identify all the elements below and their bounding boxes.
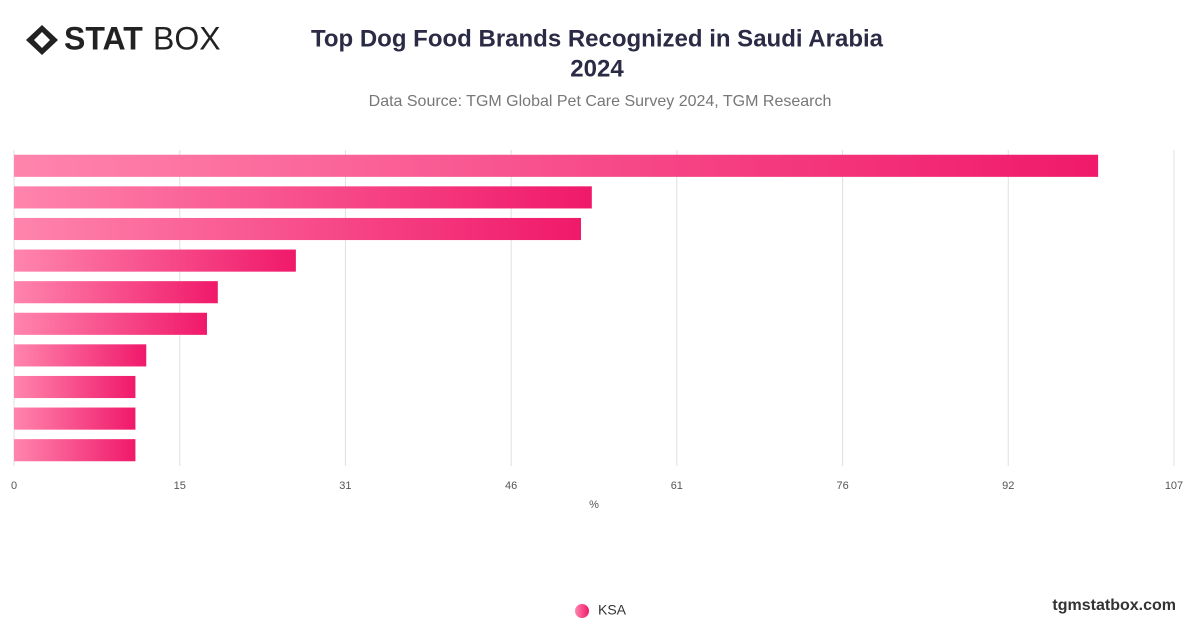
x-axis-label: % xyxy=(589,499,599,511)
bar xyxy=(14,249,296,272)
bar xyxy=(14,312,207,335)
x-tick-label: 15 xyxy=(174,480,186,492)
bar xyxy=(14,186,592,209)
bar xyxy=(14,154,1099,177)
legend-label: KSA xyxy=(598,602,627,618)
chart-title: 2024 xyxy=(570,55,624,82)
chart-title: Top Dog Food Brands Recognized in Saudi … xyxy=(311,25,884,52)
bar xyxy=(14,375,136,399)
chart-subtitle: Data Source: TGM Global Pet Care Survey … xyxy=(369,93,832,110)
x-tick-label: 76 xyxy=(836,480,848,492)
logo: STAT BOX xyxy=(26,20,221,56)
logo-icon xyxy=(26,25,58,55)
x-tick-label: 61 xyxy=(671,480,683,492)
logo-light: BOX xyxy=(153,20,221,56)
bar xyxy=(14,407,136,430)
bar xyxy=(14,217,581,241)
x-tick-label: 92 xyxy=(1002,480,1014,492)
x-tick-label: 107 xyxy=(1165,480,1183,492)
bar xyxy=(14,439,136,462)
legend-marker xyxy=(575,604,589,618)
bar xyxy=(14,281,218,304)
bar xyxy=(14,344,147,367)
x-tick-label: 46 xyxy=(505,480,517,492)
x-tick-label: 31 xyxy=(339,480,351,492)
x-tick-label: 0 xyxy=(11,480,17,492)
logo-bold: STAT xyxy=(64,20,143,56)
footer: tgmstatbox.com xyxy=(1052,597,1176,614)
